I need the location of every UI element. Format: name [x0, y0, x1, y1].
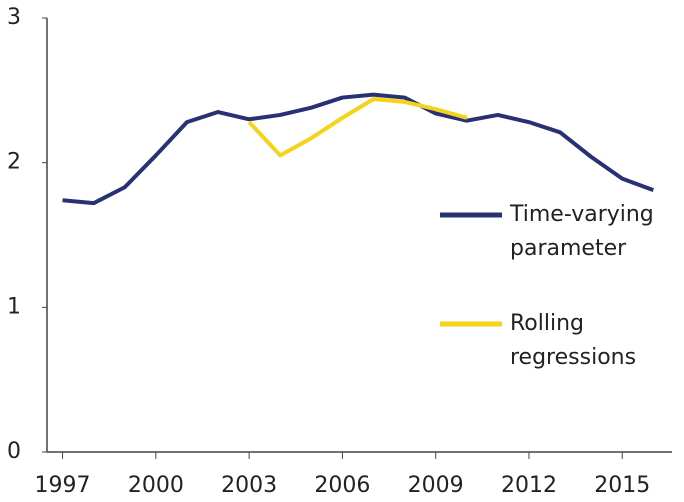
y-tick-label: 0 — [7, 439, 21, 464]
series-line — [247, 97, 468, 158]
y-tick-label: 1 — [7, 294, 21, 319]
x-tick-label: 2000 — [128, 473, 184, 498]
x-tick-label: 2015 — [594, 473, 650, 498]
legend-label: Rolling regressions — [510, 311, 636, 370]
x-tick-label: 2009 — [408, 473, 464, 498]
x-tick-label: 2006 — [314, 473, 370, 498]
x-tick-label: 1997 — [35, 473, 91, 498]
series-line — [62, 92, 655, 206]
x-tick-label: 2012 — [501, 473, 557, 498]
y-tick-label: 2 — [7, 150, 21, 175]
legend-label: Time-varying parameter — [509, 202, 661, 261]
x-tick-label: 2003 — [221, 473, 277, 498]
y-tick-label: 3 — [7, 5, 21, 30]
